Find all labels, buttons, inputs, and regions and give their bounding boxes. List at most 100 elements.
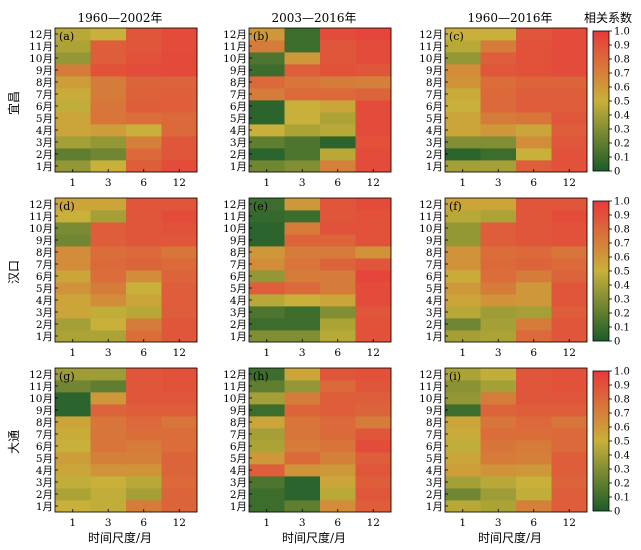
heatmap-cell bbox=[551, 124, 588, 137]
heatmap-cell bbox=[249, 148, 285, 161]
heatmap-cell bbox=[516, 404, 552, 417]
colorbar-tick-label: 0.7 bbox=[614, 239, 630, 250]
heatmap-cell bbox=[320, 258, 356, 271]
y-tick-label: 6月 bbox=[36, 101, 53, 113]
y-tick-label: 1月 bbox=[426, 501, 443, 513]
heatmap-cell bbox=[320, 428, 356, 441]
heatmap-cell bbox=[161, 222, 198, 235]
heatmap-cell bbox=[551, 306, 588, 319]
heatmap-cell bbox=[445, 112, 481, 125]
heatmap-cell bbox=[161, 428, 198, 441]
heatmap-cell bbox=[284, 258, 321, 271]
heatmap-cell bbox=[161, 476, 198, 489]
heatmap-cell bbox=[284, 404, 321, 417]
heatmap-cell bbox=[516, 76, 552, 89]
heatmap-cell bbox=[445, 148, 481, 161]
heatmap-cell bbox=[249, 368, 285, 381]
heatmap-cell bbox=[355, 210, 392, 223]
y-tick-label: 12月 bbox=[419, 199, 443, 211]
heatmap-cell bbox=[126, 52, 162, 65]
heatmap-cell bbox=[284, 318, 321, 331]
x-tick-label: 3 bbox=[105, 517, 112, 529]
heatmap-cell bbox=[445, 76, 481, 89]
heatmap-cell bbox=[90, 136, 127, 149]
heatmap-cell bbox=[355, 124, 392, 137]
heatmap-cell bbox=[551, 380, 588, 393]
panel-label: (i) bbox=[449, 370, 461, 383]
heatmap-cell bbox=[445, 258, 481, 271]
y-tick-label: 8月 bbox=[426, 417, 443, 429]
heatmap-cell bbox=[355, 222, 392, 235]
y-tick-label: 1月 bbox=[230, 501, 247, 513]
y-tick-label: 4月 bbox=[426, 125, 443, 137]
heatmap-cell bbox=[355, 40, 392, 53]
heatmap-cell bbox=[320, 136, 356, 149]
heatmap-cell bbox=[320, 404, 356, 417]
y-tick-label: 7月 bbox=[230, 429, 247, 441]
y-tick-label: 1月 bbox=[426, 331, 443, 343]
heatmap-cell bbox=[90, 270, 127, 283]
colorbar-tick-label: 0.9 bbox=[614, 211, 630, 222]
heatmap-cell bbox=[320, 476, 356, 489]
heatmap-cell bbox=[445, 416, 481, 429]
heatmap-cell bbox=[480, 76, 517, 89]
y-tick-label: 11月 bbox=[419, 41, 443, 53]
y-tick-label: 6月 bbox=[230, 271, 247, 283]
heatmap-cell bbox=[516, 440, 552, 453]
heatmap-cell bbox=[551, 428, 588, 441]
heatmap-cell bbox=[480, 368, 517, 381]
y-tick-label: 9月 bbox=[230, 65, 247, 77]
y-tick-label: 11月 bbox=[223, 41, 247, 53]
heatmap-cell bbox=[551, 246, 588, 259]
row-label-2: 汉口 bbox=[7, 260, 21, 284]
heatmap-cell bbox=[355, 136, 392, 149]
heatmap-cell bbox=[126, 40, 162, 53]
y-tick-label: 8月 bbox=[230, 417, 247, 429]
heatmap-cell bbox=[90, 428, 127, 441]
heatmap-cell bbox=[320, 306, 356, 319]
heatmap-cell bbox=[126, 294, 162, 307]
heatmap-cell bbox=[249, 440, 285, 453]
y-tick-label: 7月 bbox=[36, 89, 53, 101]
heatmap-cell bbox=[480, 294, 517, 307]
heatmap-cell bbox=[516, 306, 552, 319]
heatmap-cell bbox=[161, 210, 198, 223]
y-tick-label: 10月 bbox=[419, 53, 443, 65]
heatmap-cell bbox=[320, 88, 356, 101]
heatmap-cell bbox=[55, 148, 91, 161]
heatmap-cell bbox=[320, 464, 356, 477]
colorbar-tick-label: 0 bbox=[614, 507, 620, 518]
heatmap-cell bbox=[551, 416, 588, 429]
panel-label: (f) bbox=[449, 200, 462, 213]
heatmap-cell bbox=[161, 246, 198, 259]
heatmap-cell bbox=[126, 28, 162, 41]
y-tick-label: 6月 bbox=[426, 441, 443, 453]
heatmap-cell bbox=[445, 160, 481, 173]
heatmap-cell bbox=[284, 246, 321, 259]
y-tick-label: 1月 bbox=[426, 161, 443, 173]
heatmap-cell bbox=[445, 464, 481, 477]
x-tick-label: 12 bbox=[563, 347, 576, 359]
x-tick-label: 12 bbox=[173, 347, 186, 359]
colorbar-scale bbox=[592, 370, 610, 512]
x-tick-label: 3 bbox=[299, 517, 306, 529]
y-tick-label: 3月 bbox=[426, 307, 443, 319]
heatmap-cell bbox=[126, 306, 162, 319]
y-tick-label: 12月 bbox=[419, 29, 443, 41]
column-title-2: 2003—2016年 bbox=[271, 11, 356, 25]
heatmap-cell bbox=[161, 404, 198, 417]
heatmap-cell bbox=[161, 464, 198, 477]
y-tick-label: 3月 bbox=[230, 137, 247, 149]
heatmap-cell bbox=[161, 148, 198, 161]
y-tick-label: 8月 bbox=[426, 247, 443, 259]
heatmap-cell bbox=[126, 270, 162, 283]
heatmap-cell bbox=[355, 160, 392, 173]
y-tick-label: 2月 bbox=[426, 149, 443, 161]
heatmap-cell bbox=[284, 148, 321, 161]
heatmap-cell bbox=[516, 488, 552, 501]
y-tick-label: 11月 bbox=[223, 211, 247, 223]
y-tick-label: 2月 bbox=[36, 319, 53, 331]
heatmap-cell bbox=[249, 306, 285, 319]
heatmap-cell bbox=[284, 416, 321, 429]
y-tick-label: 1月 bbox=[36, 331, 53, 343]
